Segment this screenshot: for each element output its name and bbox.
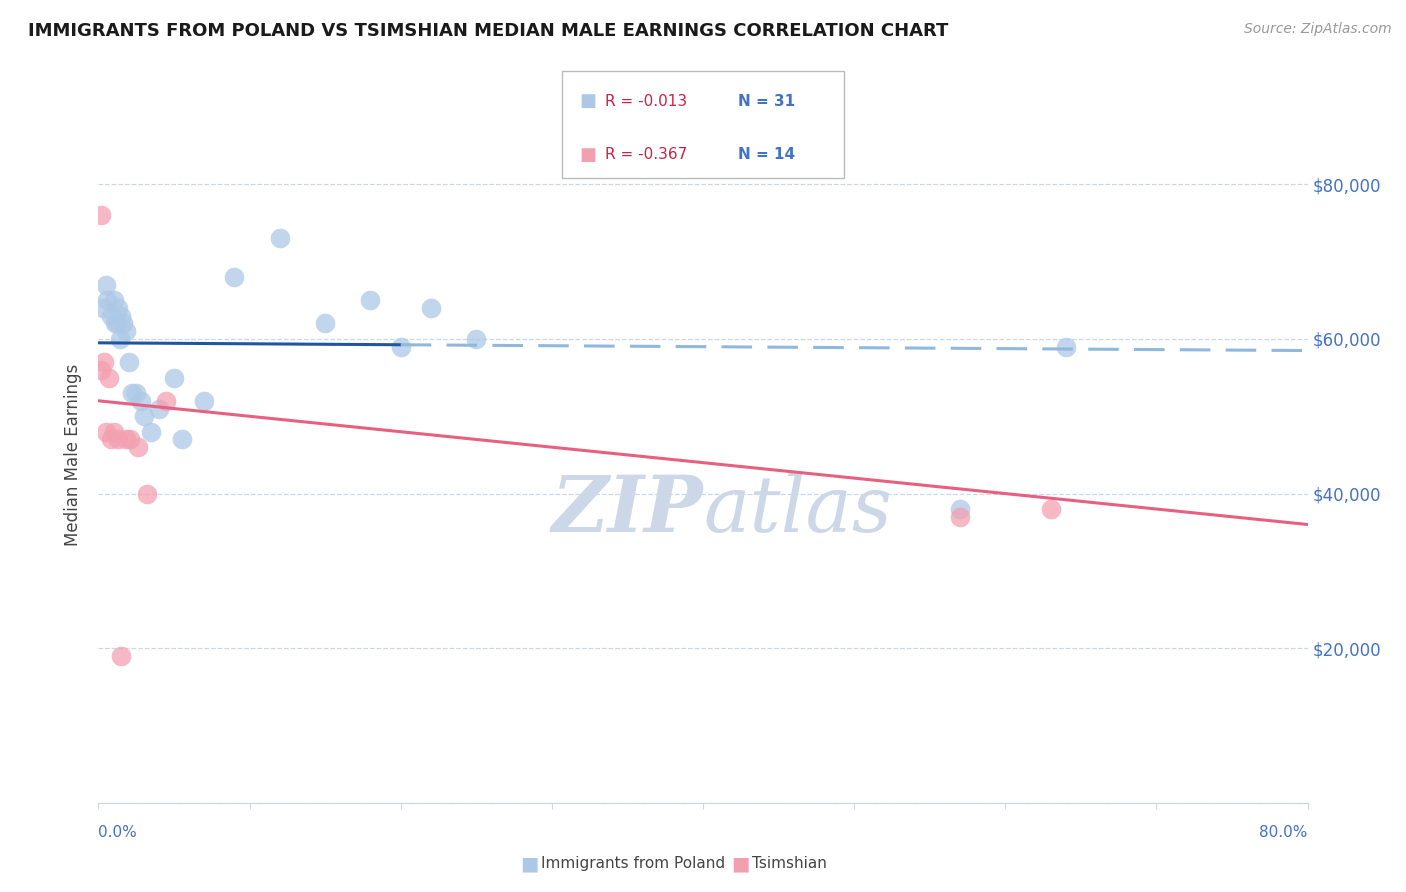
Point — [108, 332, 131, 346]
Point — [120, 433, 142, 447]
Y-axis label: Median Male Earnings: Median Male Earnings — [65, 364, 83, 546]
Point — [110, 648, 132, 663]
Point — [127, 440, 149, 454]
Point — [114, 433, 136, 447]
Point — [269, 231, 291, 245]
Point — [1039, 502, 1062, 516]
Point — [155, 393, 177, 408]
Point — [104, 317, 127, 331]
Point — [129, 393, 152, 408]
Text: Immigrants from Poland: Immigrants from Poland — [541, 856, 725, 871]
Point — [170, 433, 193, 447]
Point — [135, 486, 157, 500]
Point — [114, 324, 136, 338]
Point — [93, 355, 115, 369]
Text: ■: ■ — [731, 854, 749, 873]
Point — [100, 309, 122, 323]
Point — [100, 433, 122, 447]
Point — [91, 301, 114, 315]
Point — [90, 208, 112, 222]
Text: N = 14: N = 14 — [738, 147, 796, 162]
Text: 80.0%: 80.0% — [1260, 825, 1308, 840]
Point — [1054, 340, 1077, 354]
Text: Source: ZipAtlas.com: Source: ZipAtlas.com — [1244, 22, 1392, 37]
Point — [132, 409, 155, 424]
Text: atlas: atlas — [703, 473, 891, 549]
Text: IMMIGRANTS FROM POLAND VS TSIMSHIAN MEDIAN MALE EARNINGS CORRELATION CHART: IMMIGRANTS FROM POLAND VS TSIMSHIAN MEDI… — [28, 22, 949, 40]
Text: N = 31: N = 31 — [738, 94, 796, 109]
Point — [105, 317, 128, 331]
Point — [107, 301, 129, 315]
Text: ZIP: ZIP — [551, 473, 703, 549]
Point — [94, 425, 117, 439]
Point — [90, 363, 112, 377]
Point — [224, 270, 246, 285]
Point — [389, 340, 412, 354]
Text: ■: ■ — [579, 146, 596, 164]
Point — [314, 317, 336, 331]
Point — [94, 277, 117, 292]
Text: ■: ■ — [520, 854, 538, 873]
Text: R = -0.367: R = -0.367 — [605, 147, 686, 162]
Point — [141, 425, 163, 439]
Text: Tsimshian: Tsimshian — [752, 856, 827, 871]
Point — [949, 509, 972, 524]
Point — [118, 355, 141, 369]
Point — [193, 393, 215, 408]
Text: ■: ■ — [579, 93, 596, 111]
Point — [420, 301, 443, 315]
Point — [111, 317, 134, 331]
Point — [98, 370, 121, 384]
Point — [110, 309, 132, 323]
Point — [107, 433, 129, 447]
Point — [163, 370, 186, 384]
Point — [465, 332, 488, 346]
Point — [121, 386, 143, 401]
Point — [103, 425, 125, 439]
Point — [949, 502, 972, 516]
Point — [103, 293, 125, 308]
Point — [148, 401, 170, 416]
Text: R = -0.013: R = -0.013 — [605, 94, 686, 109]
Point — [96, 293, 118, 308]
Point — [360, 293, 382, 308]
Text: 0.0%: 0.0% — [98, 825, 138, 840]
Point — [125, 386, 148, 401]
